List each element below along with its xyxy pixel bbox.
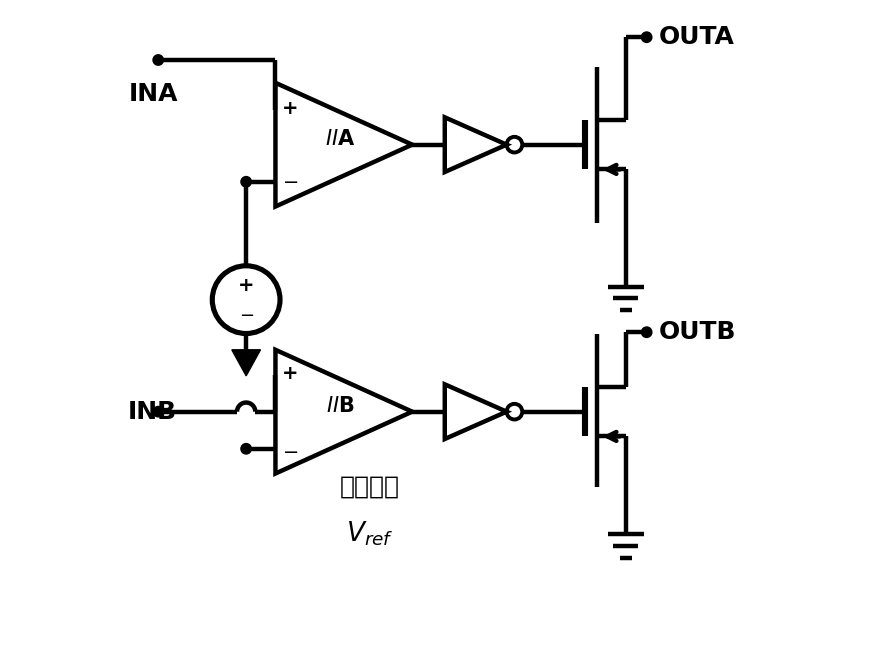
Polygon shape — [231, 350, 260, 376]
Text: INB: INB — [128, 400, 176, 424]
Circle shape — [241, 443, 251, 454]
Text: $-$: $-$ — [282, 171, 297, 190]
Text: $\it{II}$B: $\it{II}$B — [326, 396, 355, 417]
Text: $-$: $-$ — [238, 305, 254, 323]
Text: 参考电压: 参考电压 — [340, 475, 400, 498]
Circle shape — [640, 32, 651, 43]
Text: $V_{ref}$: $V_{ref}$ — [346, 520, 394, 548]
Text: OUTA: OUTA — [658, 26, 733, 49]
Text: +: + — [282, 99, 298, 118]
Text: +: + — [237, 276, 254, 295]
Circle shape — [640, 327, 651, 337]
Text: OUTB: OUTB — [658, 320, 735, 344]
Circle shape — [153, 55, 163, 65]
Text: INA: INA — [129, 82, 178, 106]
Text: $\it{II}$A: $\it{II}$A — [325, 129, 355, 150]
Circle shape — [153, 406, 163, 417]
Text: $-$: $-$ — [282, 441, 297, 460]
Text: +: + — [282, 364, 298, 383]
Circle shape — [241, 177, 251, 187]
